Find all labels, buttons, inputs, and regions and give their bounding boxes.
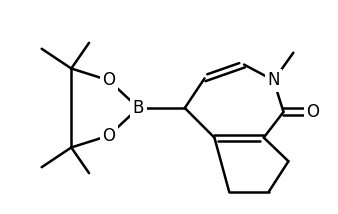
Text: N: N: [267, 71, 280, 89]
Text: O: O: [307, 103, 320, 121]
Text: O: O: [102, 71, 115, 89]
Text: B: B: [133, 99, 144, 117]
Text: O: O: [102, 127, 115, 145]
